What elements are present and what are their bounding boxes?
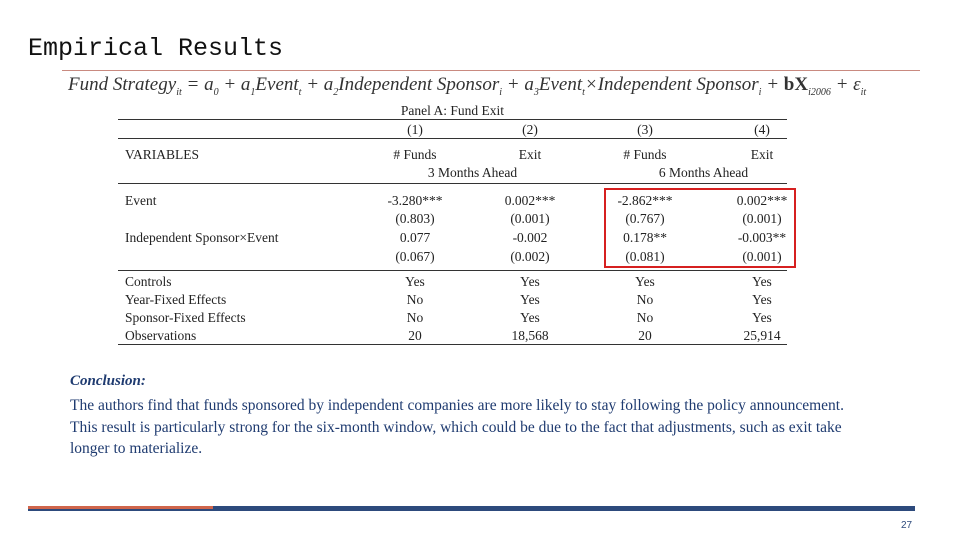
equation-term: Event — [255, 74, 299, 95]
conclusion-text: The authors find that funds sponsored by… — [70, 397, 844, 457]
table-cell: No — [406, 292, 424, 307]
slide-title: Empirical Results — [28, 34, 284, 63]
table-cell: (0.002) — [510, 249, 550, 264]
column-number: (1) — [407, 122, 423, 137]
column-header: Exit — [750, 147, 774, 162]
equation-subscript: it — [860, 86, 867, 98]
column-number: (3) — [637, 122, 653, 137]
equation-subscript: 2 — [333, 86, 339, 98]
conclusion-label: Conclusion: — [70, 373, 146, 389]
equation-term: + — [761, 74, 784, 95]
table-cell: (0.001) — [742, 249, 782, 264]
table-cell: 20 — [638, 328, 652, 343]
highlight-box — [604, 188, 796, 268]
table-cell: (0.081) — [625, 249, 665, 264]
table-cell: (0.001) — [510, 211, 550, 226]
title-rule — [62, 70, 920, 71]
table-cell: (0.767) — [625, 211, 665, 226]
table-cell: -3.280*** — [387, 193, 443, 208]
table-cell: No — [636, 310, 654, 325]
column-header: # Funds — [393, 147, 437, 162]
equation-subscript: it — [176, 86, 182, 98]
equation-subscript: i — [499, 86, 503, 98]
table-cell: Yes — [520, 274, 540, 289]
table-cell: 0.002*** — [736, 193, 788, 208]
table-rule — [118, 183, 787, 184]
equation-term: Fund Strategy — [68, 74, 177, 95]
equation-term: + a — [301, 74, 334, 95]
equation-term: ×Independent Sponsor — [584, 74, 759, 95]
page-number: 27 — [901, 520, 913, 531]
table-cell: 0.178** — [623, 230, 667, 245]
equation: Fund Strategyit = a0 + a1Eventt + a2Inde… — [68, 74, 866, 98]
table-cell: 0.077 — [399, 230, 431, 245]
table-cell: No — [406, 310, 424, 325]
table-cell: Yes — [752, 310, 772, 325]
equation-subscript: 0 — [213, 86, 219, 98]
table-cell: 25,914 — [743, 328, 781, 343]
table-cell: -2.862*** — [617, 193, 673, 208]
table-cell: Yes — [520, 310, 540, 325]
equation-term: + ε — [830, 74, 861, 95]
variables-label: VARIABLES — [125, 147, 200, 162]
equation-term: + a — [218, 74, 251, 95]
equation-term: Independent Sponsor — [338, 74, 500, 95]
table-cell: Yes — [520, 292, 540, 307]
row-label: Controls — [125, 274, 172, 289]
equation-term: + a — [502, 74, 534, 95]
table-cell: Yes — [405, 274, 425, 289]
row-label: Independent Sponsor×Event — [125, 230, 279, 245]
table-cell: Yes — [752, 274, 772, 289]
table-cell: 20 — [408, 328, 422, 343]
equation-subscript: i2006 — [808, 86, 831, 98]
column-number: (4) — [754, 122, 770, 137]
column-number: (2) — [522, 122, 538, 137]
equation-term: Event — [538, 74, 583, 95]
table-cell: (0.001) — [742, 211, 782, 226]
table-rule — [118, 119, 787, 120]
table-cell: Yes — [752, 292, 772, 307]
table-cell: Yes — [635, 274, 655, 289]
row-label: Observations — [125, 328, 197, 343]
row-label: Year-Fixed Effects — [125, 292, 227, 307]
equation-subscript: t — [298, 86, 302, 98]
footer-bar — [28, 506, 915, 511]
table-rule — [118, 344, 787, 345]
table-cell: -0.002 — [512, 230, 548, 245]
panel-title: Panel A: Fund Exit — [400, 103, 505, 118]
horizon-header: 6 Months Ahead — [658, 165, 749, 180]
column-header: # Funds — [623, 147, 667, 162]
column-header: Exit — [518, 147, 542, 162]
equation-term: = a — [181, 74, 214, 95]
table-cell: No — [636, 292, 654, 307]
equation-subscript: i — [758, 86, 762, 98]
row-label: Sponsor-Fixed Effects — [125, 310, 246, 325]
equation-subscript: 1 — [250, 86, 256, 98]
equation-subscript: 3 — [533, 86, 539, 98]
table-cell: -0.003** — [737, 230, 787, 245]
table-rule — [118, 270, 787, 271]
table-cell: 0.002*** — [504, 193, 556, 208]
table-cell: (0.803) — [395, 211, 435, 226]
horizon-header: 3 Months Ahead — [427, 165, 518, 180]
table-cell: (0.067) — [395, 249, 435, 264]
table-cell: 18,568 — [511, 328, 549, 343]
equation-subscript: t — [582, 86, 585, 98]
footer-accent — [28, 506, 213, 509]
row-label: Event — [125, 193, 157, 208]
table-rule — [118, 138, 787, 139]
equation-term: bX — [783, 74, 809, 95]
